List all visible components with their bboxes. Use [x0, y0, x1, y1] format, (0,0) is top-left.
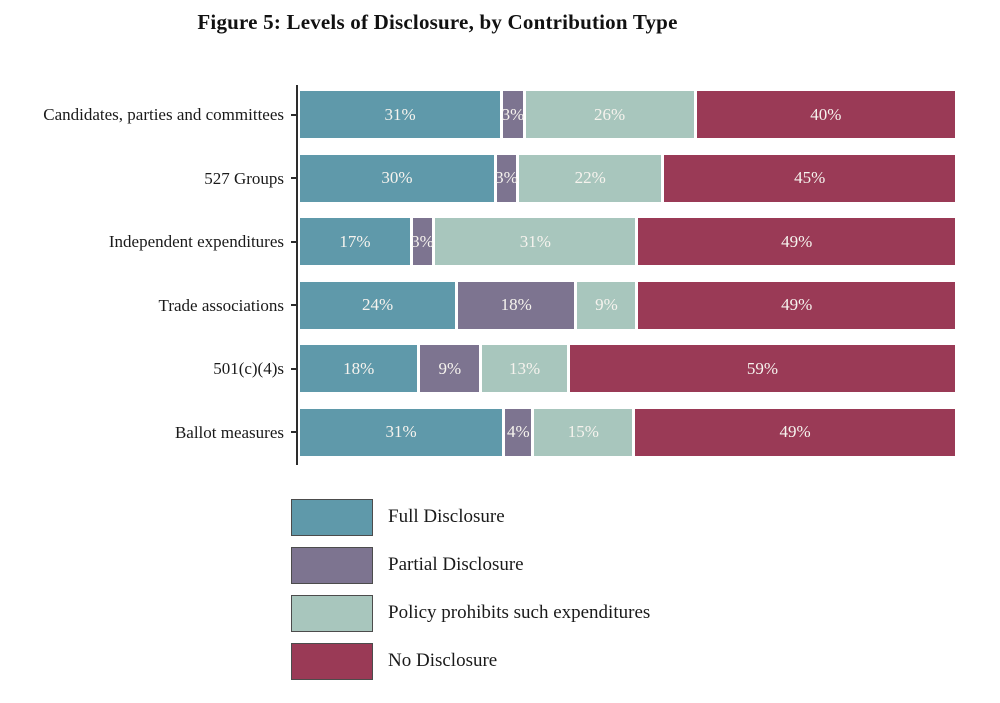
- segment-value-label: 3%: [501, 104, 525, 124]
- stacked-bar-ballot-measures: 31% 4% 15% 49%: [300, 408, 955, 456]
- legend: Full Disclosure Partial Disclosure Policy …: [291, 498, 650, 680]
- bar-segment-no-disclosure: 59%: [570, 345, 955, 392]
- axis-tick: [291, 177, 297, 179]
- bar-segment-policy-prohibits-such-expenditures: 22%: [519, 154, 662, 202]
- stacked-bar-independent-expenditures: 17% 3% 31% 49%: [300, 218, 955, 265]
- bar-segment-partial-disclosure: 3%: [411, 218, 434, 265]
- segment-value-label: 18%: [343, 358, 375, 378]
- bar-segment-partial-disclosure: 3%: [495, 154, 518, 202]
- category-label-independent-expenditures: Independent expenditures: [108, 232, 284, 251]
- segment-value-label: 49%: [779, 422, 811, 441]
- bar-segment-partial-disclosure: 18%: [458, 281, 575, 329]
- bar-segment-policy-prohibits-such-expenditures: 31%: [435, 218, 636, 265]
- bar-segment-full-disclosure: 30%: [300, 154, 494, 202]
- bar-segment-partial-disclosure: 3%: [501, 91, 525, 138]
- bar-segment-no-disclosure: 40%: [696, 91, 955, 138]
- category-label-trade-associations: Trade associations: [158, 295, 284, 315]
- legend-item-policy-prohibits-such-expenditures: Policy prohibits such expenditures: [291, 594, 650, 632]
- segment-value-label: 49%: [781, 295, 813, 314]
- segment-value-label: 31%: [385, 422, 417, 441]
- axis-tick: [291, 113, 297, 116]
- legend-swatch-policy-prohibits-such-expenditures: [291, 594, 373, 632]
- stacked-bar-candidates-parties-and-committees: 31% 3% 26% 40%: [300, 91, 955, 138]
- segment-value-label: 22%: [574, 168, 606, 187]
- segment-value-label: 26%: [594, 104, 626, 124]
- segment-value-label: 30%: [381, 168, 413, 187]
- category-label-527-groups: 527 Groups: [204, 168, 284, 188]
- legend-label: Policy prohibits such expenditures: [388, 602, 651, 623]
- segment-value-label: 9%: [595, 295, 618, 314]
- segment-value-label: 31%: [519, 231, 551, 251]
- legend-item-no-disclosure: No Disclosure: [291, 642, 650, 680]
- bar-segment-policy-prohibits-such-expenditures: 15%: [534, 408, 633, 456]
- category-label-501-c-4-s: 501(c)(4)s: [213, 359, 284, 378]
- stacked-bar-527-groups: 30% 3% 22% 45%: [300, 154, 955, 202]
- bar-segment-full-disclosure: 31%: [300, 408, 503, 456]
- segment-value-label: 24%: [361, 295, 394, 314]
- axis-tick: [291, 304, 297, 306]
- bar-segment-partial-disclosure: 4%: [505, 408, 532, 456]
- bar-segment-no-disclosure: 49%: [635, 408, 955, 456]
- bar-segment-no-disclosure: 49%: [638, 281, 956, 329]
- legend-item-partial-disclosure: Partial Disclosure: [291, 546, 650, 584]
- stacked-bar-501-c-4-s: 18% 9% 13% 59%: [300, 345, 955, 392]
- legend-label: Full Disclosure: [388, 506, 505, 527]
- segment-value-label: 3%: [495, 168, 518, 187]
- bar-segment-policy-prohibits-such-expenditures: 13%: [482, 345, 568, 392]
- segment-value-label: 9%: [438, 358, 462, 378]
- bar-segment-full-disclosure: 31%: [300, 91, 501, 138]
- bar-segment-full-disclosure: 24%: [300, 281, 456, 329]
- bar-segment-partial-disclosure: 9%: [420, 345, 480, 392]
- segment-value-label: 3%: [411, 231, 434, 251]
- segment-value-label: 59%: [746, 358, 779, 378]
- segment-value-label: 40%: [810, 104, 842, 124]
- segment-value-label: 17%: [339, 231, 371, 251]
- stacked-bar-trade-associations: 24% 18% 9% 49%: [300, 281, 956, 329]
- legend-swatch-full-disclosure: [291, 498, 373, 536]
- segment-value-label: 13%: [509, 358, 541, 378]
- axis-tick: [291, 240, 297, 243]
- segment-value-label: 15%: [567, 422, 599, 441]
- category-label-candidates-parties-and-committees: Candidates, parties and committees: [43, 105, 284, 124]
- legend-label: No Disclosure: [388, 650, 498, 671]
- bar-segment-full-disclosure: 18%: [300, 345, 418, 392]
- segment-value-label: 49%: [781, 231, 813, 251]
- category-label-ballot-measures: Ballot measures: [174, 422, 284, 442]
- legend-swatch-partial-disclosure: [291, 546, 373, 584]
- legend-label: Partial Disclosure: [388, 554, 524, 575]
- segment-value-label: 31%: [384, 104, 416, 124]
- bar-segment-full-disclosure: 17%: [300, 218, 410, 265]
- axis-tick: [291, 431, 297, 433]
- segment-value-label: 45%: [794, 168, 826, 187]
- axis-tick: [291, 367, 297, 370]
- bar-segment-policy-prohibits-such-expenditures: 9%: [577, 281, 636, 329]
- legend-item-full-disclosure: Full Disclosure: [291, 498, 650, 536]
- bar-segment-no-disclosure: 45%: [664, 154, 955, 202]
- bar-segment-policy-prohibits-such-expenditures: 26%: [525, 91, 694, 138]
- figure-title: Figure 5: Levels of Disclosure, by Contr…: [197, 10, 678, 34]
- segment-value-label: 18%: [500, 295, 532, 314]
- legend-swatch-no-disclosure: [291, 642, 373, 680]
- bar-segment-no-disclosure: 49%: [638, 218, 955, 265]
- y-axis-line: [296, 85, 298, 465]
- segment-value-label: 4%: [506, 422, 530, 441]
